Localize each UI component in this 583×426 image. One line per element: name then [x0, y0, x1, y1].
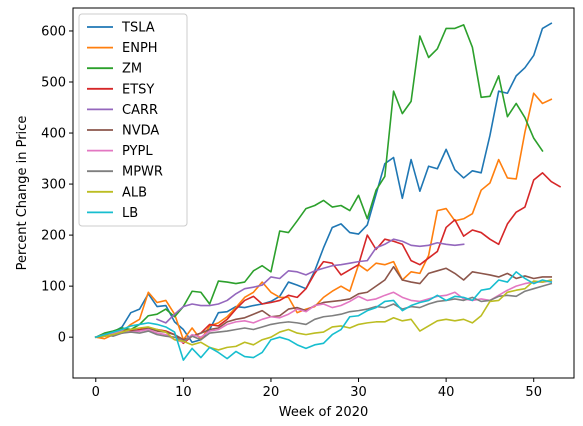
series-line-zm	[94, 24, 544, 339]
series-line-carr	[156, 238, 465, 324]
legend-box	[78, 13, 188, 227]
x-tick-label: 40	[438, 385, 455, 400]
legend: TSLA ENPH ZM ETSY CARR NVDA PYPL MPWR ALB LB	[78, 13, 188, 227]
y-tick-label: 300	[41, 178, 66, 193]
series-layer	[94, 22, 562, 361]
series-line-enph	[94, 92, 553, 341]
legend-label-mpwr: MPWR	[122, 165, 163, 180]
x-axis-label: Week of 2020	[279, 405, 369, 420]
x-tick-label: 50	[525, 385, 542, 400]
y-tick-label: 0	[58, 331, 66, 346]
legend-label-carr: CARR	[122, 103, 158, 118]
x-tick-label: 0	[92, 385, 100, 400]
y-tick-label: 500	[41, 76, 66, 91]
series-line-nvda	[94, 265, 553, 341]
legend-label-pypl: PYPL	[122, 144, 153, 159]
legend-label-alb: ALB	[122, 185, 147, 200]
y-tick-label: 200	[41, 229, 66, 244]
series-line-alb	[94, 279, 553, 351]
series-line-lb	[94, 271, 553, 361]
y-axis-label: Percent Change in Price	[15, 116, 30, 271]
legend-label-tsla: TSLA	[121, 21, 155, 36]
x-tick-label: 10	[175, 385, 192, 400]
y-tick-label: 100	[41, 280, 66, 295]
legend-label-lb: LB	[122, 206, 138, 221]
y-tick-label: 600	[41, 24, 66, 39]
legend-label-zm: ZM	[122, 62, 142, 77]
x-tick-label: 30	[350, 385, 367, 400]
y-tick-label: 400	[41, 127, 66, 142]
legend-label-etsy: ETSY	[122, 82, 154, 97]
y-axis: 0 100 200 300 400 500 600	[41, 24, 73, 346]
x-axis: 0 10 20 30 40 50	[92, 378, 542, 400]
plot-frame	[72, 7, 575, 379]
x-tick-label: 20	[263, 385, 280, 400]
legend-label-enph: ENPH	[122, 41, 158, 56]
legend-label-nvda: NVDA	[122, 124, 159, 139]
